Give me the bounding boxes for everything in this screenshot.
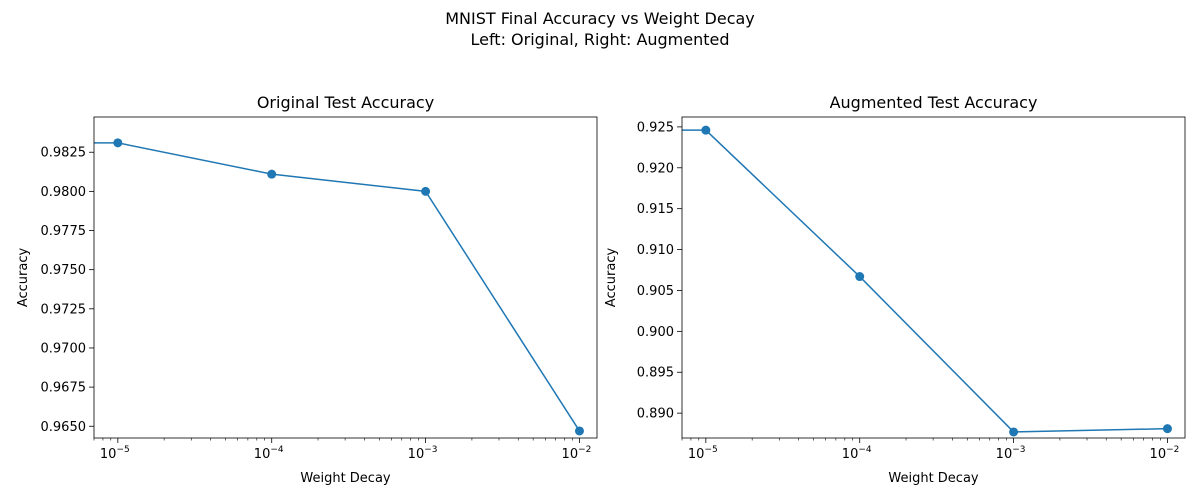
- x-tick-label: 10−5: [688, 445, 718, 462]
- data-point: [1009, 427, 1019, 437]
- chart-panel-2: Augmented Test Accuracy 10−5 10−4 10−3 10−2 0…: [604, 93, 1186, 486]
- x-tick-label: 10−3: [408, 445, 438, 462]
- y-tick-label: 0.9825: [41, 146, 87, 161]
- y-tick-label: 0.900: [637, 325, 674, 340]
- x-tick-label: 10−4: [254, 445, 284, 462]
- data-point: [701, 125, 711, 135]
- data-point: [574, 426, 584, 436]
- chart-title: Original Test Accuracy: [257, 93, 434, 112]
- y-tick-label: 0.920: [637, 161, 674, 176]
- data-point: [113, 138, 123, 148]
- y-tick-label: 0.925: [637, 120, 674, 135]
- y-tick-label: 0.9650: [41, 420, 87, 435]
- figure-suptitle-line-1: MNIST Final Accuracy vs Weight Decay: [445, 9, 755, 28]
- y-tick-label: 0.9750: [41, 263, 87, 278]
- y-tick-label: 0.9675: [41, 381, 87, 396]
- y-tick-label: 0.9775: [41, 224, 87, 239]
- axes-frame: [681, 116, 1186, 439]
- x-axis-label: Weight Decay: [300, 471, 391, 486]
- x-tick-label: 10−2: [562, 445, 592, 462]
- x-tick-label: 10−4: [842, 445, 872, 462]
- y-tick-label: 0.895: [637, 366, 674, 381]
- y-axis-label: Accuracy: [604, 248, 619, 308]
- series-line: [682, 129, 1168, 433]
- data-point: [1162, 424, 1172, 434]
- chart-title: Augmented Test Accuracy: [830, 93, 1038, 112]
- x-axis-label: Weight Decay: [888, 471, 979, 486]
- y-tick-label: 0.915: [637, 202, 674, 217]
- y-tick-label: 0.9725: [41, 302, 87, 317]
- y-tick-label: 0.905: [637, 284, 674, 299]
- y-tick-label: 0.9800: [41, 185, 87, 200]
- series-line: [94, 142, 581, 432]
- chart-panel-1: Original Test Accuracy 10−5 10−4 10−3 10−2 0.…: [16, 93, 598, 486]
- axes-frame: [93, 116, 598, 439]
- y-axis-label: Accuracy: [16, 248, 31, 308]
- data-point: [267, 169, 277, 179]
- x-tick-label: 10−2: [1150, 445, 1180, 462]
- data-point: [421, 186, 431, 196]
- y-tick-label: 0.9700: [41, 341, 87, 356]
- y-tick-label: 0.910: [637, 243, 674, 258]
- y-tick-label: 0.890: [637, 407, 674, 422]
- data-point: [855, 272, 865, 282]
- x-tick-label: 10−5: [100, 445, 130, 462]
- x-tick-label: 10−3: [996, 445, 1026, 462]
- figure-suptitle-line-2: Left: Original, Right: Augmented: [470, 30, 729, 49]
